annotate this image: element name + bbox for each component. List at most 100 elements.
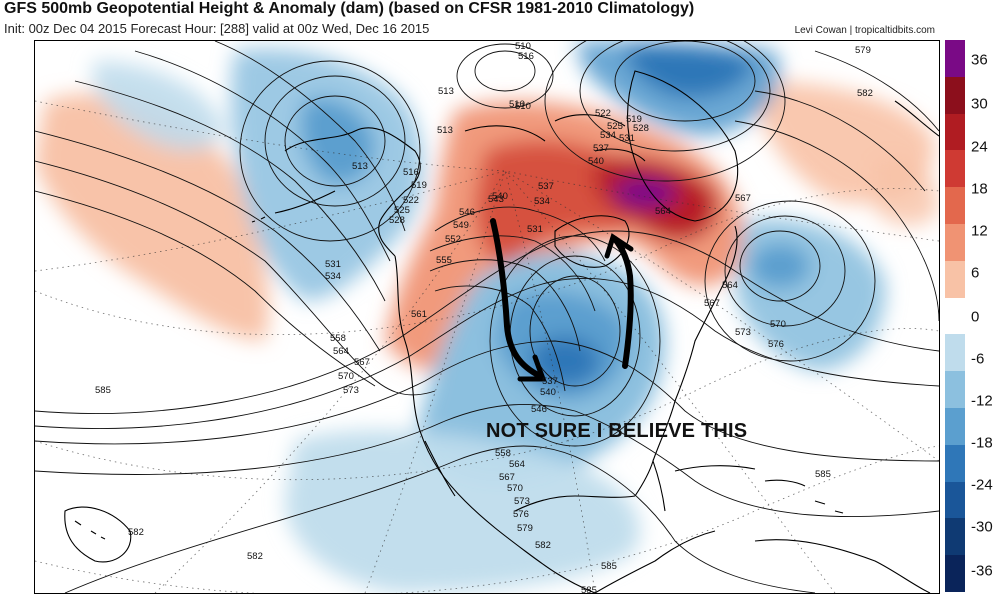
- negative-anomaly-arctic-core: [625, 44, 755, 98]
- colorbar-segment: [945, 297, 965, 335]
- contour-label: 564: [509, 459, 525, 470]
- contour-label: 582: [128, 527, 144, 538]
- negative-anomaly-atlantic-core: [750, 244, 810, 288]
- contour-label: 537: [542, 376, 558, 387]
- negative-anomaly-gulf: [285, 430, 641, 593]
- contour-label: 564: [333, 346, 349, 357]
- coastline-europe: [894, 100, 939, 137]
- contour-label: 582: [857, 88, 873, 99]
- negative-anomaly-trough-center: [530, 336, 600, 386]
- coastline-alaska: [284, 127, 421, 257]
- colorbar-segment: [945, 518, 965, 556]
- contour-label: 537: [538, 181, 554, 192]
- contour-label: 540: [588, 156, 604, 167]
- contour-label: 528: [633, 123, 649, 134]
- contour-label: 567: [735, 193, 751, 204]
- annotation-arrows: [490, 218, 634, 382]
- contour-label: 519: [626, 114, 642, 125]
- anomaly-shading: [35, 41, 939, 593]
- coastline-central-america: [594, 530, 716, 593]
- contour-label: 585: [601, 561, 617, 572]
- map-subtitle: Init: 00z Dec 04 2015 Forecast Hour: [28…: [4, 21, 430, 36]
- colorbar-segment: [945, 150, 965, 188]
- contour-label: 573: [514, 496, 530, 507]
- contour-label: 570: [770, 319, 786, 330]
- colorbar-label: -18: [971, 434, 993, 452]
- contour-label: 564: [655, 206, 671, 217]
- colorbar-segment: [945, 444, 965, 483]
- colorbar-segment: [945, 481, 965, 519]
- contour-label: 564: [722, 280, 738, 291]
- contour-label: 513: [438, 86, 454, 97]
- up-arrow-shaft: [612, 236, 634, 369]
- contour-label: 549: [453, 220, 469, 231]
- colorbar-label: -6: [971, 350, 985, 368]
- coastline-south-america: [754, 539, 931, 593]
- colorbar-segment: [945, 555, 965, 593]
- weather-map: 513 516 510 513 510 513 516 519 522 525 528 531 534 5…: [34, 40, 940, 594]
- contour-label: 579: [855, 45, 871, 56]
- coastline-arctic-islands: [464, 114, 646, 162]
- graticule: [35, 100, 939, 593]
- coastline-gulf: [514, 495, 636, 512]
- contour-label: 528: [389, 215, 405, 226]
- contour-label: 534: [600, 130, 616, 141]
- contour-label: 585: [95, 385, 111, 396]
- colorbar-segment: [945, 224, 965, 262]
- contour-label: 516: [518, 51, 534, 62]
- coastline-hawaii-big: [64, 506, 132, 563]
- contour-label: 519: [411, 180, 427, 191]
- contour-label: 567: [499, 472, 515, 483]
- colorbar-segment: [945, 187, 965, 225]
- coastline-cuba: [674, 465, 756, 472]
- contour-label: 537: [593, 143, 609, 154]
- coastline-west: [394, 255, 596, 593]
- contour-label: 543: [488, 194, 504, 205]
- contour-label: 567: [354, 357, 370, 368]
- contour-label: 546: [531, 404, 547, 415]
- colorbar-label: -24: [971, 476, 993, 494]
- contour-label: 534: [534, 196, 550, 207]
- height-contours: [35, 41, 939, 593]
- contour-label: 573: [343, 385, 359, 396]
- colorbar-label: 12: [971, 222, 988, 240]
- colorbar-segment: [945, 371, 965, 409]
- contour-label: 552: [445, 234, 461, 245]
- coastline-greenland: [626, 70, 739, 222]
- coastline-aleutians: [251, 190, 336, 223]
- colorbar-label: 18: [971, 180, 988, 198]
- contour-label: 558: [495, 448, 511, 459]
- contour-label: 582: [247, 551, 263, 562]
- annotation-text: NOT SURE I BELIEVE THIS: [486, 420, 748, 442]
- colorbar-label: 24: [971, 138, 988, 156]
- contour-label: 561: [411, 309, 427, 320]
- contour-label: 576: [768, 339, 784, 350]
- colorbar-label: 0: [971, 308, 980, 326]
- contour-label: 513: [437, 125, 453, 136]
- contour-label: 540: [540, 387, 556, 398]
- colorbar-label: 6: [971, 264, 980, 282]
- colorbar-segment: [945, 76, 965, 115]
- colorbar-segment: [945, 334, 965, 372]
- colorbar-segment: [945, 260, 965, 299]
- positive-anomaly-pacific: [35, 93, 269, 341]
- contour-label: 570: [507, 483, 523, 494]
- contour-labels: 5135165105135105135165195225255285315345…: [95, 41, 873, 593]
- contour-label: 531: [325, 259, 341, 270]
- contour-label: 558: [330, 333, 346, 344]
- contour-label: 531: [619, 133, 635, 144]
- map-graphics: 5135165105135105135165195225255285315345…: [35, 41, 939, 593]
- coastline-baja: [424, 440, 456, 497]
- contour-label: 585: [581, 585, 597, 593]
- colorbar-label: 30: [971, 95, 988, 113]
- contour-label: 522: [403, 195, 419, 206]
- contour-label: 531: [527, 224, 543, 235]
- contour-label: 540: [492, 191, 508, 202]
- contour-label: 546: [459, 207, 475, 218]
- coastline-east: [652, 225, 738, 462]
- colorbar-segment: [945, 113, 965, 151]
- contour-label: 516: [403, 167, 419, 178]
- coastline-florida: [634, 459, 666, 512]
- contour-label: 522: [595, 108, 611, 119]
- negative-anomaly-alaska-core: [301, 98, 375, 184]
